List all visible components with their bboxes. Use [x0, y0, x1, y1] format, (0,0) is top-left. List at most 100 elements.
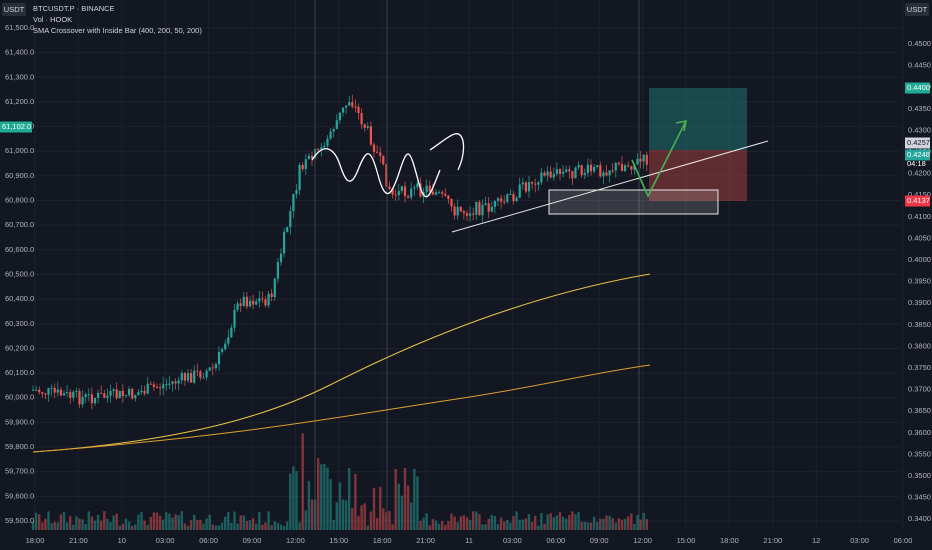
volume-bar: [118, 525, 121, 530]
volume-bar: [121, 523, 125, 530]
candle-body: [112, 389, 115, 391]
candle-body: [264, 299, 267, 306]
candle-body: [329, 131, 332, 139]
candle-body: [106, 395, 109, 398]
candle-body: [289, 211, 292, 228]
candle-body: [478, 202, 481, 216]
price-badge: [905, 149, 930, 161]
right-axis-label: 0.4500: [908, 39, 931, 48]
time-axis-label: 21:00: [416, 536, 435, 545]
volume-bar: [323, 463, 326, 530]
candle-body: [369, 126, 372, 145]
candle-body: [193, 370, 196, 383]
candle-body: [506, 194, 509, 203]
candle-body: [444, 193, 447, 196]
volume-bar: [217, 525, 221, 530]
volume-bar: [636, 514, 639, 530]
candle-body: [87, 394, 90, 396]
right-axis-label: 0.3800: [908, 341, 931, 350]
candle-body: [462, 211, 465, 214]
volume-bar: [158, 515, 162, 530]
left-axis-label: 59,600.0: [5, 491, 34, 500]
candle-body: [124, 395, 128, 397]
time-axis-label: 11: [465, 536, 473, 545]
right-axis-label: 0.4450: [908, 61, 931, 70]
volume-bar: [242, 515, 245, 530]
volume-bar: [348, 468, 351, 530]
candle-body: [472, 213, 475, 215]
right-axis-label: 0.3950: [908, 277, 931, 286]
volume-bar: [388, 510, 391, 530]
volume-bar: [199, 519, 202, 530]
candle-body: [636, 158, 639, 165]
candle-body: [159, 387, 162, 389]
volume-bar: [413, 469, 416, 530]
volume-bar: [189, 520, 193, 530]
candle-body: [571, 171, 574, 179]
volume-bar: [84, 524, 87, 530]
volume-bar: [431, 518, 435, 530]
candle-body: [589, 164, 593, 172]
volume-bar: [354, 473, 357, 530]
volume-bar: [555, 515, 559, 530]
candle-body: [149, 383, 152, 385]
volume-bar: [38, 514, 41, 530]
candle-body: [143, 390, 146, 394]
volume-bar: [87, 511, 90, 530]
candle-body: [500, 198, 503, 202]
candle-body: [593, 166, 596, 172]
candle-body: [441, 192, 444, 194]
volume-bar: [149, 516, 152, 530]
candle-body: [255, 301, 258, 305]
time-axis-label: 18:00: [373, 536, 392, 545]
candle-body: [348, 102, 351, 106]
time-axis-label: 15:00: [677, 536, 696, 545]
candle-body: [84, 394, 87, 397]
volume-bar: [276, 522, 280, 530]
volume-bar: [425, 513, 428, 530]
left-axis-label: 59,800.0: [5, 442, 34, 451]
volume-bar: [44, 518, 47, 530]
candle-body: [298, 165, 301, 191]
candle-body: [583, 172, 586, 176]
volume-bar: [155, 512, 159, 530]
volume-bar: [540, 513, 543, 530]
candle-body: [562, 171, 565, 174]
volume-bar: [248, 520, 252, 530]
candle-body: [75, 391, 78, 393]
volume-bar: [503, 521, 506, 530]
candle-body: [527, 182, 531, 192]
candle-body: [416, 183, 419, 188]
candle-body: [134, 395, 137, 399]
volume-bar: [617, 518, 621, 530]
candle-body: [137, 392, 140, 396]
candle-body: [286, 227, 289, 232]
candle-body: [490, 206, 493, 212]
volume-bar: [233, 511, 236, 530]
button[interactable]: [905, 3, 929, 16]
candle-body: [78, 391, 81, 405]
volume-bar: [193, 514, 196, 530]
volume-bar: [109, 522, 112, 530]
time-axis-label: 10: [118, 536, 126, 545]
volume-bar: [96, 514, 100, 530]
candle-body: [534, 183, 537, 185]
volume-bar: [93, 520, 97, 530]
volume-bar: [475, 511, 478, 530]
volume-bar: [224, 516, 227, 530]
right-axis-label: 0.3500: [908, 471, 931, 480]
volume-bar: [292, 466, 295, 530]
volume-bar: [385, 512, 388, 530]
candle-body: [642, 154, 645, 162]
volume-bar: [106, 518, 109, 530]
button[interactable]: [2, 3, 26, 16]
volume-bar: [338, 482, 342, 530]
volume-bar: [146, 524, 149, 530]
candle-body: [434, 192, 438, 195]
candle-body: [574, 167, 577, 179]
volume-bar: [143, 520, 146, 530]
candle-body: [190, 373, 193, 383]
candle-body: [376, 151, 379, 153]
candle-body: [292, 193, 295, 212]
volume-bar: [31, 522, 35, 530]
